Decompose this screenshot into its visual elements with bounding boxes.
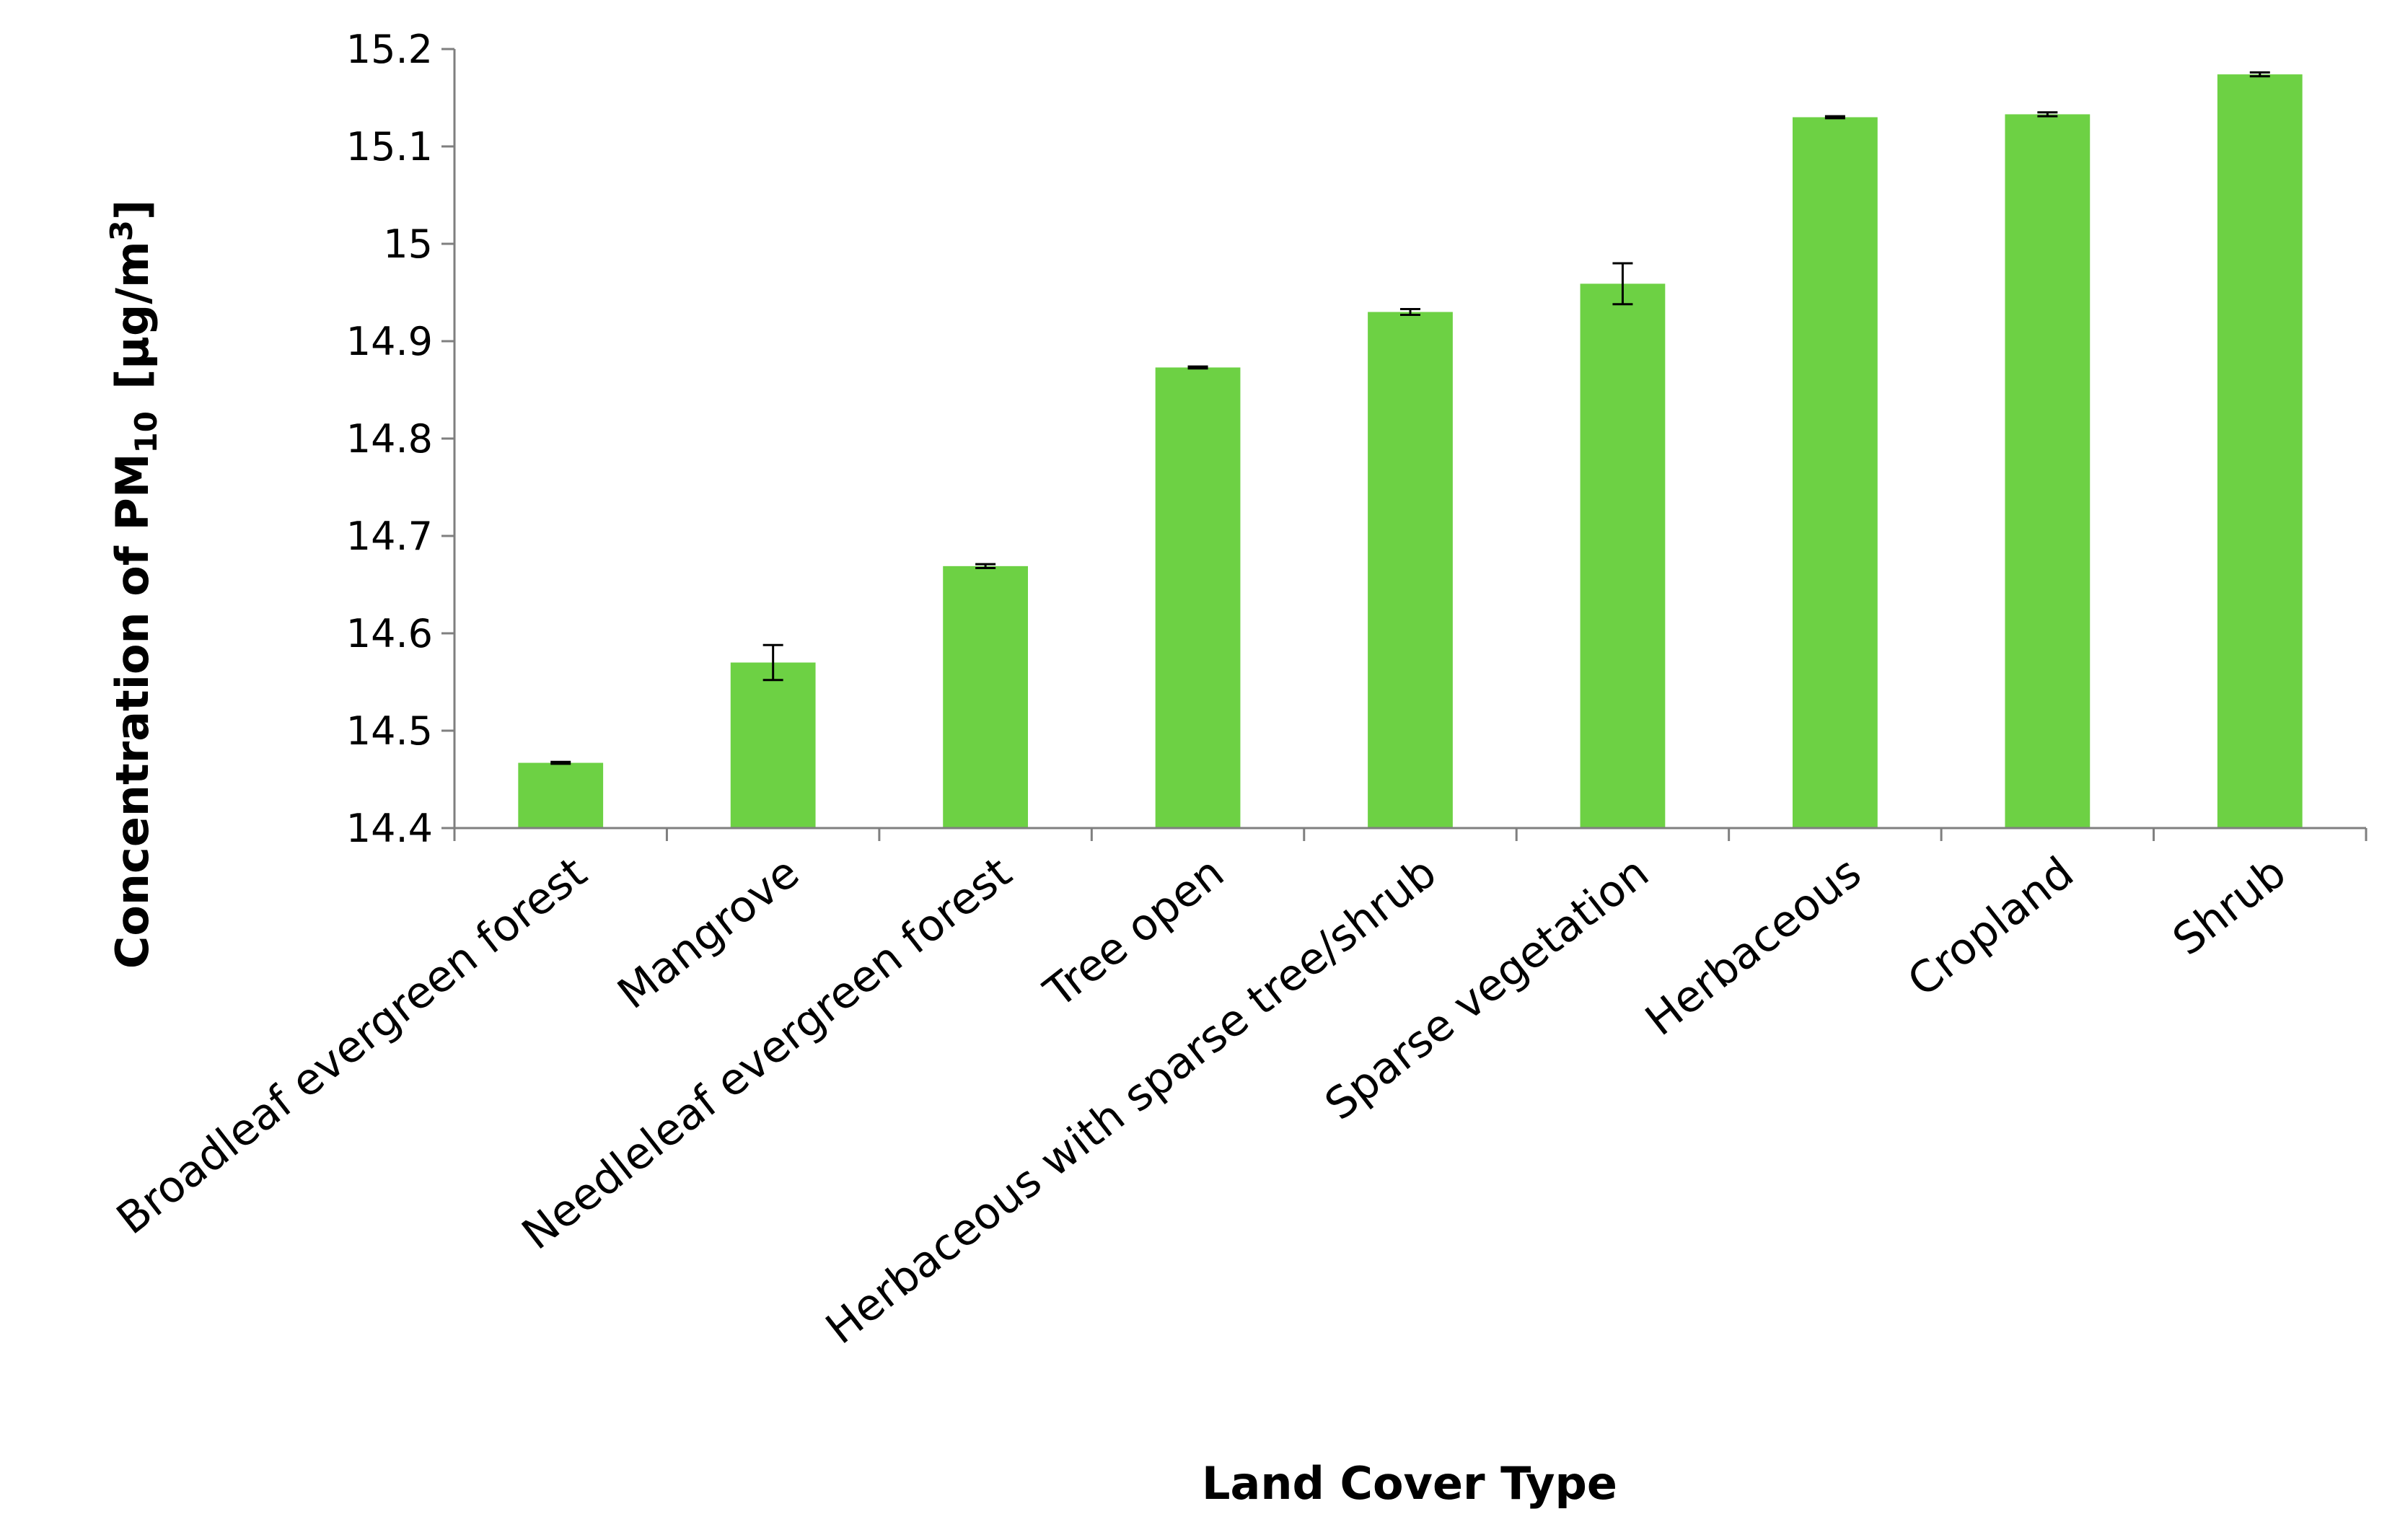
error-bar — [762, 643, 783, 682]
y-tick-label: 14.8 — [346, 416, 433, 462]
y-axis-title-unit-end: ] — [106, 200, 159, 220]
y-tick-label: 15.1 — [346, 124, 433, 170]
axes-group — [441, 48, 2368, 841]
error-bar — [1612, 262, 1633, 306]
y-axis-title-unit: [μg/m — [106, 241, 159, 390]
bar — [1368, 312, 1453, 828]
y-axis-title-superscript: 3 — [104, 220, 139, 241]
x-category-label: Cropland — [1899, 848, 2083, 1007]
x-category-label: Herbaceous — [1636, 848, 1871, 1046]
x-category-label: Broadleaf evergreen forest — [107, 848, 596, 1245]
error-bar — [975, 563, 996, 570]
error-bars-group — [550, 71, 2270, 765]
x-axis-title: Land Cover Type — [1202, 1457, 1617, 1510]
y-tick-label: 14.5 — [346, 708, 433, 754]
y-axis-title-main: Concentration of PM — [106, 453, 159, 969]
y-tick-label: 14.7 — [346, 514, 433, 559]
y-tick-label: 14.9 — [346, 319, 433, 364]
x-category-label: Tree open — [1034, 848, 1233, 1018]
y-tick-label: 14.4 — [346, 806, 433, 851]
y-axis-title: Concentration of PM10 [μg/m3] — [104, 200, 164, 969]
error-bar — [1824, 115, 1845, 120]
bars-group — [518, 74, 2303, 829]
bar — [1155, 367, 1241, 828]
x-category-labels: Broadleaf evergreen forest MangroveNeedle… — [107, 848, 2295, 1355]
bar — [518, 762, 604, 828]
error-bar — [2249, 71, 2270, 78]
error-bar — [1400, 307, 1420, 317]
error-bar — [2037, 111, 2058, 118]
error-bar — [1187, 365, 1208, 370]
x-category-label: Mangrove — [609, 848, 809, 1019]
error-bar — [550, 760, 571, 765]
x-category-label: Shrub — [2164, 848, 2296, 966]
bar — [730, 662, 816, 828]
y-axis-title-subscript: 10 — [128, 411, 164, 453]
bar — [2217, 74, 2303, 829]
y-tick-labels: 14.4 14.5 14.6 14.7 14.8 14.9 15 15.1 15.2 — [346, 27, 433, 851]
y-tick-label: 15.2 — [346, 27, 433, 72]
y-tick-label: 15 — [383, 221, 433, 267]
y-tick-label: 14.6 — [346, 611, 433, 656]
bar — [943, 566, 1028, 828]
bar — [1580, 283, 1666, 829]
bar — [2005, 114, 2091, 828]
bar — [1793, 117, 1878, 828]
